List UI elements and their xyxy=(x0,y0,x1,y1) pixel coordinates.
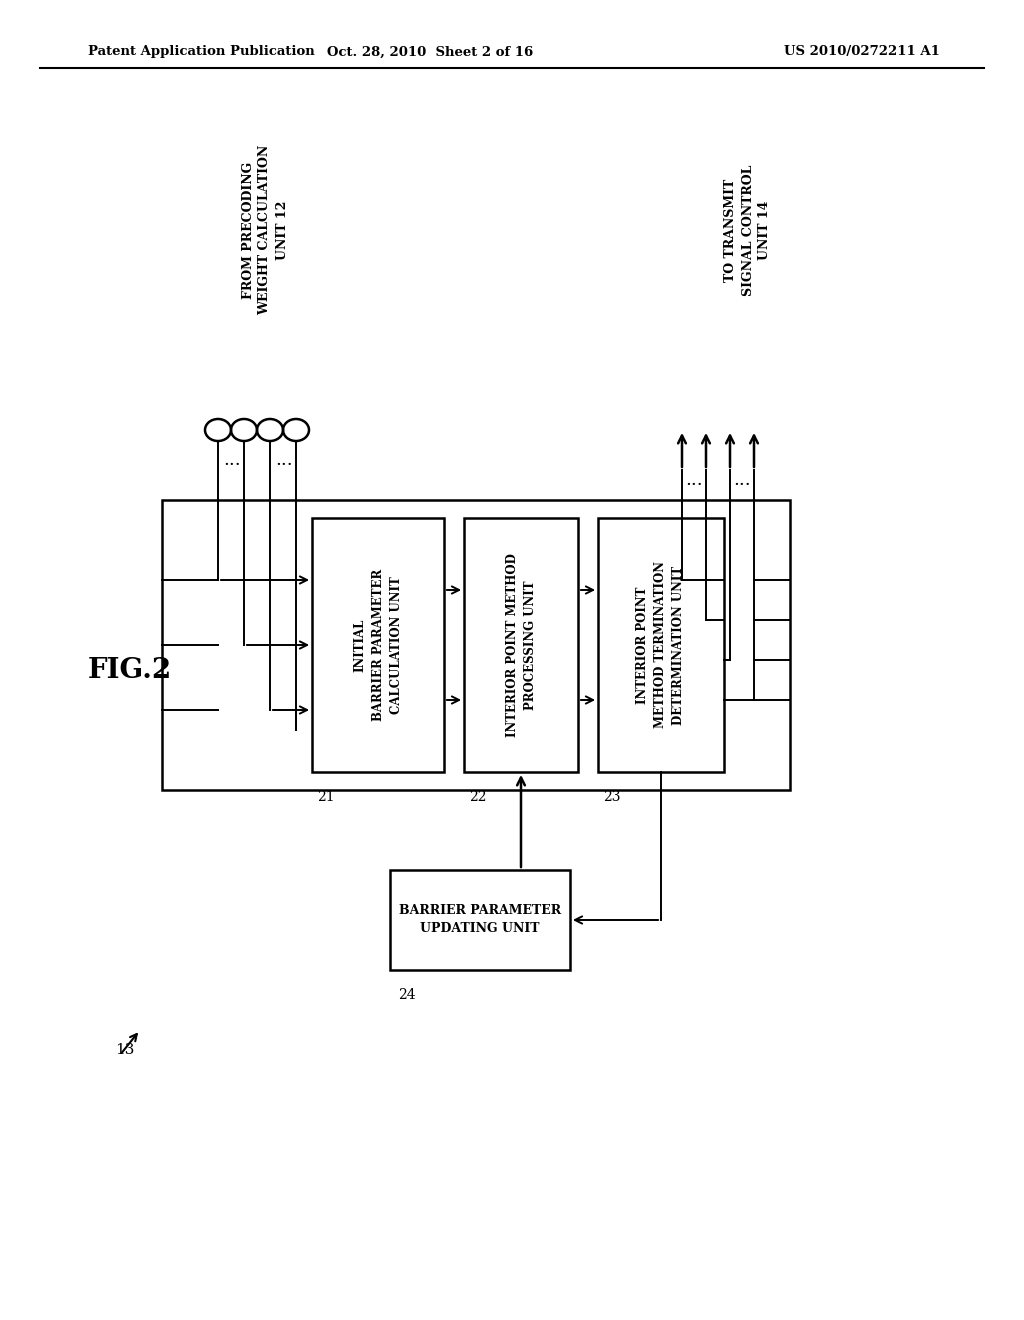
Bar xyxy=(464,517,578,772)
Bar xyxy=(390,870,570,970)
Text: 23: 23 xyxy=(603,789,621,804)
Bar xyxy=(162,500,790,789)
Bar xyxy=(312,517,444,772)
Text: US 2010/0272211 A1: US 2010/0272211 A1 xyxy=(784,45,940,58)
Text: 22: 22 xyxy=(469,789,486,804)
Text: Oct. 28, 2010  Sheet 2 of 16: Oct. 28, 2010 Sheet 2 of 16 xyxy=(327,45,534,58)
Text: ...: ... xyxy=(223,451,241,469)
Text: ...: ... xyxy=(275,451,293,469)
Text: 21: 21 xyxy=(317,789,335,804)
Text: INTERIOR POINT METHOD
PROCESSING UNIT: INTERIOR POINT METHOD PROCESSING UNIT xyxy=(506,553,537,737)
Text: ...: ... xyxy=(733,471,751,488)
Text: 13: 13 xyxy=(115,1043,134,1057)
Text: TO TRANSMIT
SIGNAL CONTROL
UNIT 14: TO TRANSMIT SIGNAL CONTROL UNIT 14 xyxy=(725,164,771,296)
Text: 24: 24 xyxy=(398,987,416,1002)
Bar xyxy=(598,517,724,772)
Text: FROM PRECODING
WEIGHT CALCULATION
UNIT 12: FROM PRECODING WEIGHT CALCULATION UNIT 1… xyxy=(242,145,289,315)
Text: FIG.2: FIG.2 xyxy=(88,656,172,684)
Text: BARRIER PARAMETER
UPDATING UNIT: BARRIER PARAMETER UPDATING UNIT xyxy=(399,904,561,936)
Text: INITIAL
BARRIER PARAMETER
CALCULATION UNIT: INITIAL BARRIER PARAMETER CALCULATION UN… xyxy=(353,569,402,721)
Text: INTERIOR POINT
METHOD TERMINATION
DETERMINATION UNIT: INTERIOR POINT METHOD TERMINATION DETERM… xyxy=(637,561,685,729)
Text: Patent Application Publication: Patent Application Publication xyxy=(88,45,314,58)
Text: ...: ... xyxy=(685,471,702,488)
